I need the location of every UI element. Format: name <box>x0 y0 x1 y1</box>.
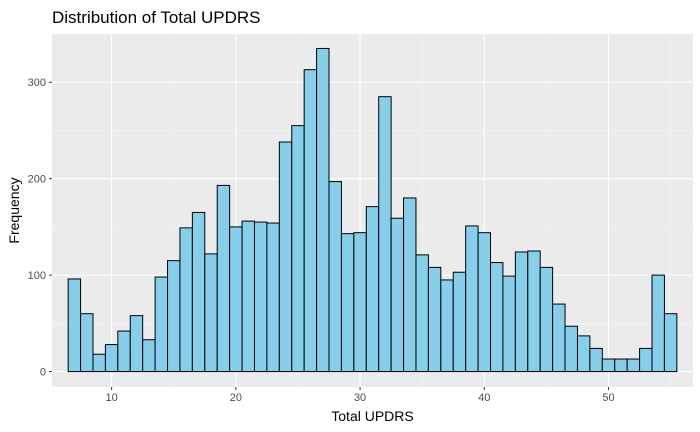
histogram-bar <box>415 254 429 373</box>
histogram-bar <box>390 217 405 373</box>
histogram-bar <box>80 313 94 373</box>
histogram-bar <box>663 313 678 373</box>
histogram-bar <box>179 227 193 373</box>
histogram-bar <box>378 96 392 373</box>
histogram-bar <box>328 181 342 373</box>
histogram-bar <box>340 233 355 373</box>
histogram-bar <box>303 69 318 373</box>
histogram-bar <box>514 251 529 373</box>
x-tick-label: 40 <box>478 392 490 404</box>
histogram-bar <box>67 278 82 373</box>
histogram-bar <box>552 303 566 373</box>
histogram-bar <box>365 206 380 373</box>
y-tick-label: 200 <box>28 174 46 186</box>
histogram-bar <box>167 260 181 373</box>
plot-panel <box>52 33 693 387</box>
histogram-bar <box>229 226 243 373</box>
histogram-bar <box>253 221 268 373</box>
histogram-bar <box>104 344 119 373</box>
y-axis-title: Frequency <box>6 177 22 243</box>
histogram-bar <box>241 220 255 373</box>
chart-title: Distribution of Total UPDRS <box>52 8 261 27</box>
histogram-bar <box>502 275 516 373</box>
histogram-bar <box>142 339 156 373</box>
y-tick-label: 300 <box>28 77 46 89</box>
histogram-bar <box>626 358 641 373</box>
histogram-bar <box>316 47 330 373</box>
histogram-bar <box>527 250 541 373</box>
histogram-bar <box>278 141 293 373</box>
histogram-bar <box>117 330 131 373</box>
histogram-bar <box>427 266 442 373</box>
histogram-bar <box>216 184 231 373</box>
histogram-bar <box>191 211 206 373</box>
x-tick-label: 10 <box>106 392 118 404</box>
histogram-bar <box>539 266 554 373</box>
histogram-bar <box>639 347 653 373</box>
histogram-bar <box>490 262 504 373</box>
histogram-bar <box>614 358 628 373</box>
y-tick-label: 0 <box>40 367 46 379</box>
histogram-bar <box>403 197 417 373</box>
y-tick-label: 100 <box>28 270 46 282</box>
histogram-bar <box>353 232 367 373</box>
histogram-bar <box>440 279 454 373</box>
histogram-bar <box>651 274 665 373</box>
histogram-bar <box>564 325 578 373</box>
x-tick-label: 30 <box>354 392 366 404</box>
histogram-bar <box>204 253 218 373</box>
histogram-bar <box>576 335 591 373</box>
histogram-bar <box>129 315 144 373</box>
histogram-bar <box>266 222 280 373</box>
histogram-bar <box>465 225 479 373</box>
histogram-bar <box>154 276 169 373</box>
histogram-bar <box>477 232 492 373</box>
x-tick-label: 20 <box>230 392 242 404</box>
histogram-bar <box>92 353 106 373</box>
histogram-bar <box>291 125 305 373</box>
histogram-bar <box>601 358 616 373</box>
x-axis-title: Total UPDRS <box>331 408 413 424</box>
histogram-bar <box>589 347 603 373</box>
histogram-bar <box>452 271 467 373</box>
x-tick-label: 50 <box>602 392 614 404</box>
